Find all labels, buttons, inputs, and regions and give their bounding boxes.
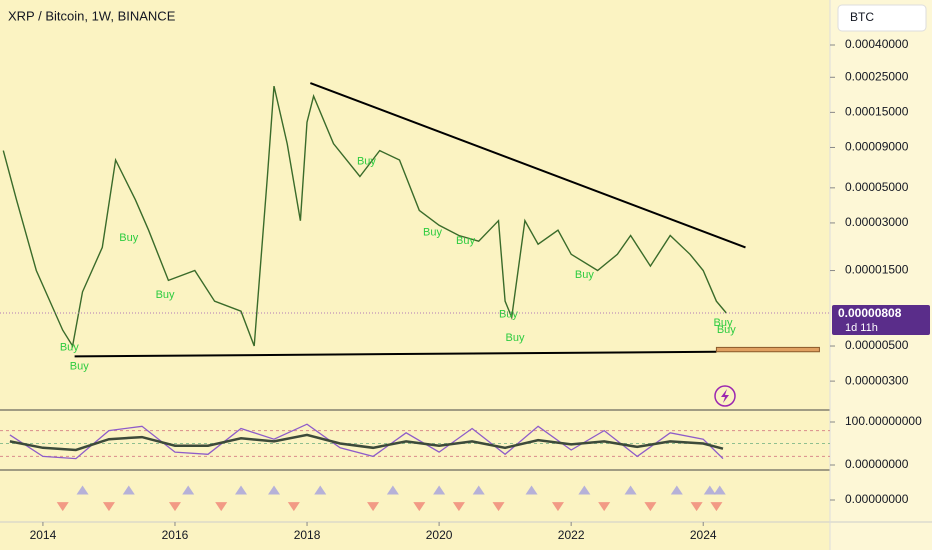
signal-marker xyxy=(492,502,505,512)
y-tick-label: 0.00000000 xyxy=(845,492,909,506)
signal-marker xyxy=(314,485,327,495)
signal-marker xyxy=(215,502,228,512)
signal-marker xyxy=(287,502,300,512)
signal-marker xyxy=(598,502,611,512)
y-tick-label: 0.00015000 xyxy=(845,105,909,119)
signal-marker xyxy=(268,485,281,495)
signal-marker xyxy=(182,485,195,495)
trendline xyxy=(309,82,746,249)
signal-marker xyxy=(122,485,135,495)
buy-signal: Buy xyxy=(156,289,175,301)
y-tick-label: 0.00040000 xyxy=(845,37,909,51)
buy-signal: Buy xyxy=(575,269,594,281)
signal-marker xyxy=(367,502,380,512)
buy-signal: Buy xyxy=(60,341,79,353)
signal-marker xyxy=(413,502,426,512)
buy-signal: Buy xyxy=(119,232,138,244)
last-price-box xyxy=(832,305,930,336)
buy-signal: Buy xyxy=(357,156,376,168)
y-tick-label: 100.00000000 xyxy=(845,414,922,428)
y-tick-label: 0.00000300 xyxy=(845,373,909,387)
alert-icon[interactable] xyxy=(714,385,736,407)
buy-signal: Buy xyxy=(714,317,733,329)
signal-marker xyxy=(624,485,637,495)
y-tick-label: 0.00001500 xyxy=(845,263,909,277)
buy-signal: Buy xyxy=(423,227,442,239)
signal-marker xyxy=(452,502,465,512)
countdown-label: 1d 11h xyxy=(845,322,878,334)
y-tick-label: 0.00000500 xyxy=(845,338,909,352)
chart-title: XRP / Bitcoin, 1W, BINANCE xyxy=(8,8,176,23)
signal-marker xyxy=(703,485,716,495)
y-tick-label: 0.00000000 xyxy=(845,457,909,471)
signal-marker xyxy=(578,485,591,495)
currency-button[interactable] xyxy=(837,4,927,32)
alert-bolt xyxy=(721,389,729,403)
x-tick-label: 2024 xyxy=(690,528,717,542)
signal-marker xyxy=(644,502,657,512)
signal-marker xyxy=(433,485,446,495)
oscillator-line xyxy=(9,433,724,452)
currency-label: BTC xyxy=(850,10,874,24)
price-line xyxy=(2,85,727,348)
signal-marker xyxy=(235,485,248,495)
signal-marker xyxy=(670,485,683,495)
x-tick-label: 2022 xyxy=(558,528,585,542)
price-axis xyxy=(830,0,932,550)
x-tick-label: 2014 xyxy=(30,528,57,542)
support-zone xyxy=(715,346,820,353)
y-tick-label: 0.00025000 xyxy=(845,69,909,83)
signal-marker xyxy=(168,502,181,512)
x-tick-label: 2020 xyxy=(426,528,453,542)
y-tick-label: 0.00003000 xyxy=(845,215,909,229)
signal-marker xyxy=(690,502,703,512)
signal-marker xyxy=(472,485,485,495)
signal-marker xyxy=(56,502,69,512)
x-tick-label: 2018 xyxy=(294,528,321,542)
trendline xyxy=(74,350,717,358)
buy-signal: Buy xyxy=(70,361,89,373)
y-tick-label: 0.00005000 xyxy=(845,180,909,194)
signal-marker xyxy=(102,502,115,512)
oscillator-line xyxy=(9,423,724,460)
signal-marker xyxy=(710,502,723,512)
y-tick-label: 0.00009000 xyxy=(845,140,909,154)
signal-marker xyxy=(525,485,538,495)
signal-marker xyxy=(386,485,399,495)
signal-marker xyxy=(551,502,564,512)
signal-marker xyxy=(76,485,89,495)
signal-marker xyxy=(713,485,726,495)
buy-signal: Buy xyxy=(506,332,525,344)
buy-signal: Buy xyxy=(456,235,475,247)
last-price-label: 0.00000808 xyxy=(838,306,902,320)
buy-signal: Buy xyxy=(717,324,736,336)
buy-signal: Buy xyxy=(499,308,518,320)
x-tick-label: 2016 xyxy=(162,528,189,542)
